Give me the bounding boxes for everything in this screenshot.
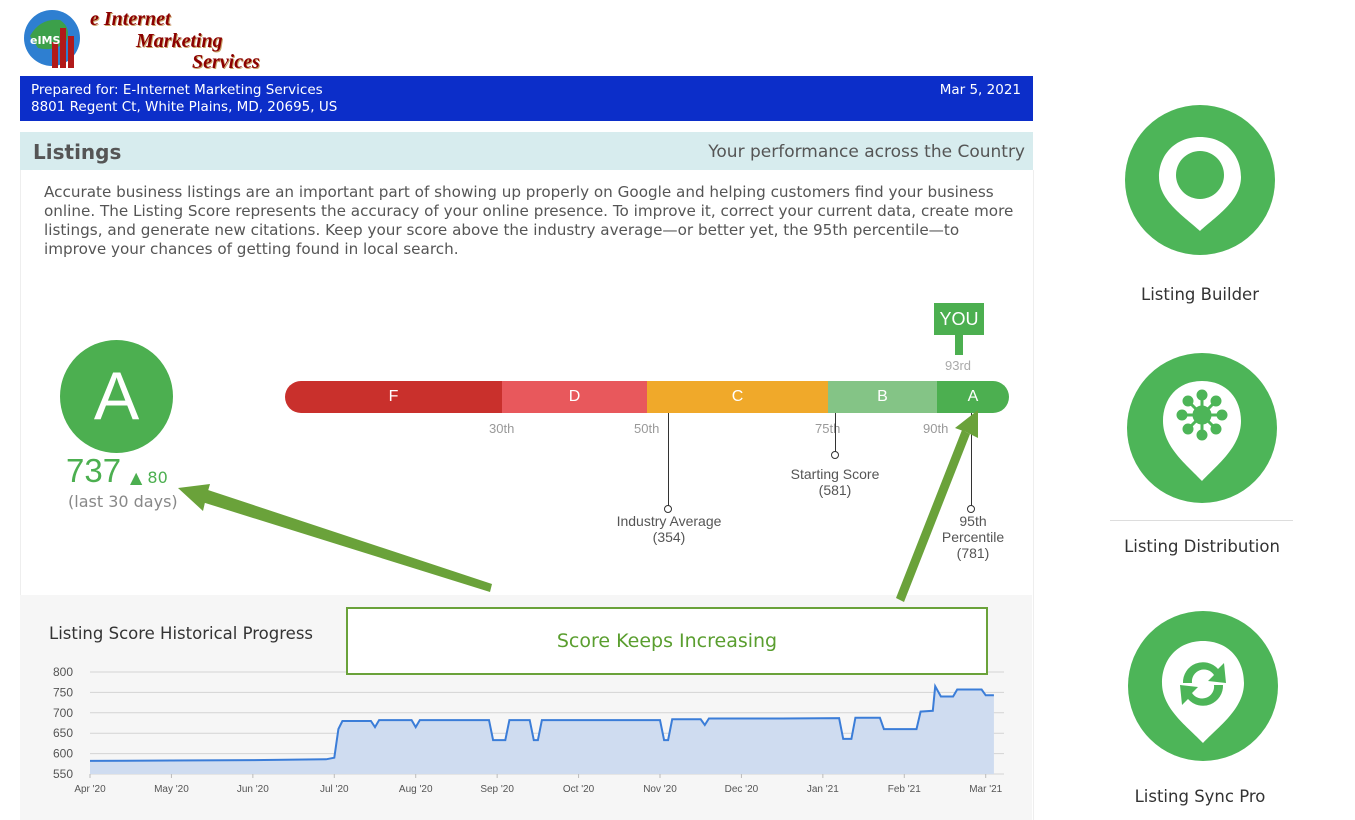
percentile-95-label: 95th Percentile (781) [941, 513, 1005, 561]
listing-distribution-label[interactable]: Listing Distribution [1124, 537, 1280, 556]
you-marker: YOU [934, 303, 984, 335]
logo-line-1: e Internet [90, 8, 171, 30]
x-tick-label: Dec '20 [725, 784, 759, 795]
history-chart: 800 750 700 650 600 550 Apr '20 May '20 Jun '20… [53, 665, 1004, 795]
y-tick-label: 700 [53, 706, 73, 720]
company-logo: eIMS e Internet Marketing Services [20, 8, 280, 74]
section-description: Accurate business listings are an import… [44, 183, 1014, 258]
you-marker-pole [955, 335, 963, 355]
grade-scale-bar: F D C B A [285, 381, 1009, 413]
listing-builder-button[interactable] [1125, 105, 1275, 255]
x-tick-label: Jun '20 [237, 784, 269, 795]
grade-segment-f: F [285, 381, 502, 413]
listing-sync-pro-button[interactable] [1128, 611, 1278, 761]
tick-50th: 50th [634, 421, 660, 436]
report-header: Prepared for: E-Internet Marketing Servi… [20, 76, 1033, 121]
listing-sync-pro-label[interactable]: Listing Sync Pro [1134, 787, 1266, 806]
grade-segment-b: B [828, 381, 937, 413]
business-address: 8801 Regent Ct, White Plains, MD, 20695,… [31, 99, 338, 115]
you-rank: 93rd [945, 358, 972, 373]
x-tick-label: Apr '20 [74, 784, 106, 795]
industry-average-line [668, 413, 669, 507]
section-title: Listings [33, 140, 122, 164]
x-tick-label: Feb '21 [888, 784, 921, 795]
listing-score: 737 [66, 452, 122, 489]
grade-badge: A [60, 340, 173, 453]
callout-box [346, 607, 988, 675]
score-line [89, 683, 994, 762]
history-title: Listing Score Historical Progress [49, 624, 314, 643]
starting-score-dot [831, 451, 839, 459]
sidebar-divider [1110, 520, 1293, 521]
y-tick-label: 650 [53, 726, 73, 740]
starting-score-line [835, 413, 836, 453]
percentile-95-line [971, 413, 972, 507]
x-tick-label: Aug '20 [399, 784, 433, 795]
globe-icon: eIMS [24, 10, 80, 68]
tick-30th: 30th [489, 421, 515, 436]
x-tick-label: May '20 [154, 784, 189, 795]
starting-score-label: Starting Score (581) [790, 466, 880, 498]
chart-x-axis: Apr '20 May '20 Jun '20 Jul '20 Aug '20 Sep '… [74, 774, 1003, 795]
chart-y-axis: 800 750 700 650 600 550 [53, 665, 73, 781]
prepared-for: Prepared for: E-Internet Marketing Servi… [31, 82, 323, 98]
listing-distribution-button[interactable] [1127, 353, 1277, 503]
x-tick-label: Oct '20 [563, 784, 595, 795]
x-tick-label: Jan '21 [807, 784, 839, 795]
map-pin-icon [1159, 137, 1241, 231]
x-tick-label: Jul '20 [320, 784, 349, 795]
y-tick-label: 550 [53, 767, 73, 781]
grade-segment-a: A [937, 381, 1009, 413]
listing-builder-label[interactable]: Listing Builder [1141, 285, 1259, 304]
tick-90th: 90th [923, 421, 949, 436]
y-tick-label: 750 [53, 685, 73, 699]
svg-text:eIMS: eIMS [30, 34, 60, 47]
report-date: Mar 5, 2021 [939, 82, 1021, 98]
sync-pin-icon [1162, 641, 1244, 743]
listings-card [20, 170, 1034, 820]
industry-average-dot [664, 505, 672, 513]
score-area [90, 686, 994, 774]
callout-text: Score Keeps Increasing [556, 630, 778, 652]
section-subtitle: Your performance across the Country [708, 142, 1025, 162]
x-tick-label: Nov '20 [643, 784, 677, 795]
industry-average-label: Industry Average (354) [616, 513, 722, 545]
grade-segment-c: C [647, 381, 828, 413]
score-period: (last 30 days) [68, 492, 178, 511]
y-tick-label: 600 [53, 747, 73, 761]
tick-75th: 75th [815, 421, 841, 436]
section-header [20, 132, 1033, 170]
percentile-95-dot [967, 505, 975, 513]
network-pin-icon [1163, 381, 1241, 481]
logo-line-3: Services [192, 51, 260, 73]
x-tick-label: Mar '21 [969, 784, 1002, 795]
y-tick-label: 800 [53, 665, 73, 679]
score-change: ▲ 80 [130, 468, 168, 487]
grade-segment-d: D [502, 381, 647, 413]
x-tick-label: Sep '20 [480, 784, 514, 795]
logo-line-2: Marketing [136, 30, 223, 52]
